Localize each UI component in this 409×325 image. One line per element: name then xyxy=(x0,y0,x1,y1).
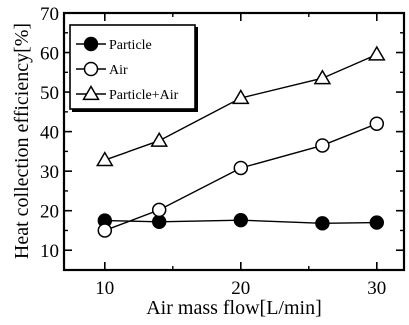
y-tick-label: 50 xyxy=(40,83,59,104)
data-point-air xyxy=(151,202,167,218)
data-point-particle xyxy=(369,215,384,230)
data-point-particle-air xyxy=(95,151,114,167)
legend-marker-particle xyxy=(83,36,99,52)
data-point-particle-air xyxy=(367,45,386,61)
legend-label-particle: Particle xyxy=(109,38,152,53)
legend-box-shadow-right xyxy=(195,27,198,111)
x-tick-label: 20 xyxy=(231,278,250,299)
data-point-air xyxy=(369,116,385,131)
legend-label-particle-air: Particle+Air xyxy=(109,88,179,103)
data-point-air xyxy=(233,160,249,176)
y-tick-label: 10 xyxy=(40,241,59,262)
y-tick-label: 30 xyxy=(40,162,59,183)
series-particle xyxy=(97,212,384,231)
series-layer xyxy=(95,45,386,238)
x-axis-title: Air mass flow[L/min] xyxy=(146,297,322,319)
data-point-particle-air xyxy=(231,89,250,105)
legend-marker-particle-air xyxy=(82,85,100,101)
data-point-particle-air xyxy=(150,131,169,147)
x-tick-label: 30 xyxy=(367,278,386,299)
x-tick-label: 10 xyxy=(95,278,114,299)
data-point-air xyxy=(315,138,330,153)
y-tick-label: 70 xyxy=(40,4,59,25)
data-point-particle xyxy=(233,212,249,228)
data-point-particle xyxy=(151,214,167,229)
data-point-particle xyxy=(315,216,330,231)
legend: Particle Air Particle+Air xyxy=(69,24,198,112)
y-tick-label: 60 xyxy=(40,44,59,65)
series-particle-air xyxy=(95,45,386,167)
legend-marker-air xyxy=(83,61,99,77)
y-tick-label: 40 xyxy=(40,123,59,144)
plot-frame xyxy=(62,11,406,272)
data-point-particle-air xyxy=(313,69,332,85)
legend-label-air: Air xyxy=(109,63,128,78)
legend-box-shadow-bottom xyxy=(72,109,198,112)
y-tick-label: 20 xyxy=(40,202,59,223)
ticks-layer: 10 20 30 10 20 30 40 50 60 70 xyxy=(40,4,404,299)
series-air xyxy=(97,116,385,238)
data-point-air xyxy=(97,223,113,238)
y-axis-title: Heat collection efficiency[%] xyxy=(11,23,33,259)
